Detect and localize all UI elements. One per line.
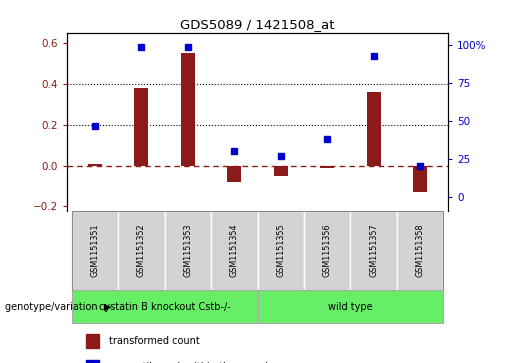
Text: GSM1151357: GSM1151357 bbox=[369, 224, 378, 277]
Bar bbox=[258, 290, 443, 323]
Bar bbox=[134, 88, 148, 166]
Bar bbox=[72, 211, 118, 290]
Text: GSM1151356: GSM1151356 bbox=[323, 224, 332, 277]
Text: transformed count: transformed count bbox=[109, 336, 200, 346]
Bar bbox=[397, 211, 443, 290]
Text: GSM1151351: GSM1151351 bbox=[90, 224, 99, 277]
Bar bbox=[413, 166, 427, 192]
Bar bbox=[211, 211, 258, 290]
Text: GSM1151353: GSM1151353 bbox=[183, 224, 192, 277]
Bar bbox=[350, 211, 397, 290]
Title: GDS5089 / 1421508_at: GDS5089 / 1421508_at bbox=[180, 19, 335, 32]
Text: GSM1151355: GSM1151355 bbox=[276, 224, 285, 277]
Bar bbox=[165, 211, 211, 290]
Bar bbox=[72, 290, 258, 323]
Bar bbox=[181, 53, 195, 166]
Bar bbox=[118, 211, 165, 290]
Text: wild type: wild type bbox=[328, 302, 373, 312]
Bar bbox=[304, 211, 350, 290]
Text: cystatin B knockout Cstb-/-: cystatin B knockout Cstb-/- bbox=[99, 302, 230, 312]
Text: percentile rank within the sample: percentile rank within the sample bbox=[109, 362, 274, 363]
Bar bbox=[320, 166, 334, 168]
Bar bbox=[86, 334, 99, 348]
Bar bbox=[367, 92, 381, 166]
Bar bbox=[227, 166, 241, 182]
Text: GSM1151354: GSM1151354 bbox=[230, 224, 239, 277]
Text: GSM1151352: GSM1151352 bbox=[137, 224, 146, 277]
Bar bbox=[86, 360, 99, 363]
Text: genotype/variation  ▶: genotype/variation ▶ bbox=[5, 302, 112, 312]
Bar bbox=[274, 166, 288, 176]
Bar bbox=[88, 163, 102, 166]
Text: GSM1151358: GSM1151358 bbox=[416, 224, 425, 277]
Bar bbox=[258, 211, 304, 290]
